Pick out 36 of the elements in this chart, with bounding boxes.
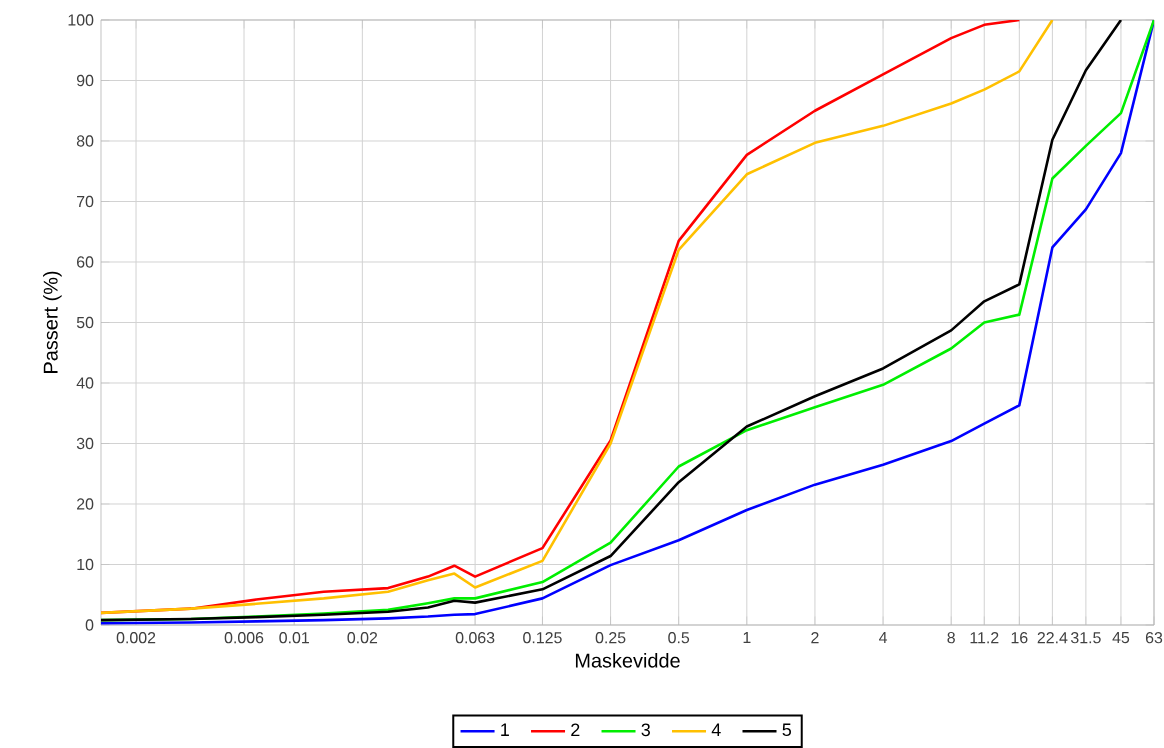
x-tick-label: 0.5	[668, 632, 690, 644]
x-tick-label: 31.5	[1070, 632, 1101, 644]
x-tick-label: 0.006	[224, 632, 264, 644]
x-tick-label: 0.002	[116, 632, 156, 644]
x-tick-label: 11.2	[970, 632, 999, 644]
y-tick-label: 70	[77, 195, 94, 208]
y-tick-label: 60	[77, 256, 94, 268]
x-tick-label: 63	[1145, 632, 1163, 644]
x-tick-label: 1	[743, 632, 751, 644]
y-tick-label: 30	[76, 437, 94, 450]
x-tick-label: 0.25	[595, 632, 626, 644]
x-tick-label: 0.02	[347, 632, 378, 644]
x-tick-label: 0.125	[523, 632, 562, 644]
legend-label: 3	[641, 723, 650, 737]
y-tick-label: 20	[77, 498, 94, 510]
y-tick-label: 50	[76, 316, 94, 329]
x-tick-label: 16	[1011, 632, 1028, 644]
legend-label: 5	[782, 723, 792, 737]
x-tick-label: 0.01	[279, 632, 309, 644]
y-tick-label: 10	[77, 558, 94, 571]
legend-label: 2	[571, 723, 580, 737]
y-tick-label: 40	[76, 377, 94, 389]
x-tick-label: 0.063	[455, 632, 495, 644]
y-tick-label: 80	[76, 135, 94, 147]
y-tick-label: 90	[76, 74, 94, 87]
x-tick-label: 2	[811, 632, 819, 644]
y-axis-title: Passert (%)	[43, 271, 62, 373]
x-tick-label: 4	[879, 632, 888, 644]
legend-label: 4	[711, 723, 721, 736]
x-tick-label: 8	[947, 632, 955, 644]
x-tick-label: 22.4	[1037, 632, 1068, 644]
x-axis-title: Maskevidde	[575, 653, 680, 668]
legend-label: 1	[501, 723, 509, 736]
y-tick-label: 100	[68, 14, 94, 26]
x-tick-label: 45	[1112, 632, 1130, 644]
y-tick-label: 0	[85, 619, 94, 631]
